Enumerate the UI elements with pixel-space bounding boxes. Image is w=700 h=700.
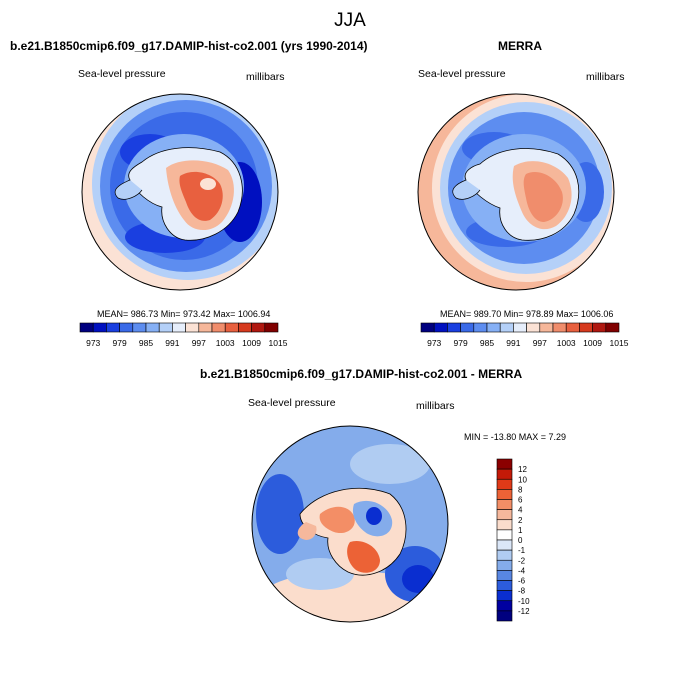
panel-3-colorbar-swatch (496, 600, 513, 612)
panel-1-colorbar: 973 979 985 991 997 1003 1009 1015 (79, 322, 288, 348)
panel-3-colorbar-tick-label: 1 (518, 526, 523, 535)
panel-2-colorbar-tick-label: 1009 (583, 338, 602, 348)
panel-2-stats: MEAN= 989.70 Min= 978.89 Max= 1006.06 (440, 309, 614, 319)
panel-3-colorbar-tick-label: 2 (518, 516, 523, 525)
panel-3-colorbar-tick-label: -2 (518, 556, 526, 565)
panel-1-colorbar-swatch (264, 322, 279, 333)
panel-1-colorbar-swatch (119, 322, 134, 333)
panel-1-colorbar-swatch (238, 322, 252, 333)
panel-2-variable-label: Sea-level pressure (418, 68, 506, 80)
panel-2-colorbar-swatch (433, 322, 448, 333)
panel-1-colorbar-swatch (106, 322, 120, 333)
panel-3-colorbar-swatch (496, 570, 513, 581)
panel-3-colorbar-swatch (496, 539, 513, 551)
panel-3-colorbar-tick-label: -10 (518, 597, 530, 606)
panel-1-colorbar-swatch (251, 322, 266, 333)
panel-2-units-label: millibars (586, 71, 625, 83)
panel-1-colorbar-tick-label: 985 (139, 338, 153, 348)
panel-1-colorbar-tick-label: 991 (165, 338, 179, 348)
panel-1-colorbar-tick-label: 1009 (242, 338, 261, 348)
panel-3-colorbar-swatch (496, 458, 513, 470)
panel-3-colorbar-swatch (496, 489, 513, 500)
panel-3-colorbar-swatch (496, 519, 513, 531)
panel-1-colorbar-swatch (211, 322, 226, 333)
panel-2-title: MERRA (498, 39, 542, 53)
panel-1-colorbar-swatch (92, 322, 107, 333)
panel-3-colorbar-swatch (496, 590, 513, 602)
panel-2-colorbar-tick-label: 997 (533, 338, 547, 348)
panel-2-colorbar-tick-label: 1015 (610, 338, 629, 348)
panel-2-colorbar: 973 979 985 991 997 1003 1009 1015 (420, 322, 629, 348)
panel-1-colorbar-swatch (158, 322, 173, 333)
panel-2-colorbar-tick-label: 985 (480, 338, 494, 348)
panel-3-colorbar-swatch (496, 478, 513, 490)
panel-2-colorbar-swatch (447, 322, 461, 333)
panel-1-stats: MEAN= 986.73 Min= 973.42 Max= 1006.94 (97, 309, 271, 319)
panel-2-colorbar-tick-label: 991 (506, 338, 520, 348)
panel-1-colorbar-swatch (224, 322, 239, 333)
panel-1-variable-label: Sea-level pressure (78, 68, 166, 80)
map-panel-3 (251, 425, 449, 623)
panel-1-colorbar-tick-label: 997 (192, 338, 206, 348)
panel-1-colorbar-swatch (132, 322, 147, 333)
panel-3-colorbar-tick-label: -8 (518, 587, 526, 596)
panel-2-colorbar-swatch (539, 322, 554, 333)
panel-2-colorbar-swatch (473, 322, 488, 333)
panel-1-colorbar-tick-label: 979 (113, 338, 127, 348)
panel-2-colorbar-swatch (460, 322, 475, 333)
panel-3-colorbar-swatch (496, 549, 513, 561)
panel-2-colorbar-swatch (605, 322, 620, 333)
panel-3-colorbar-swatch (496, 468, 513, 480)
panel-2-colorbar-swatch (513, 322, 527, 333)
panel-1-units-label: millibars (246, 71, 285, 83)
panel-3-colorbar-tick-label: 4 (518, 506, 523, 515)
panel-1-colorbar-swatch (79, 322, 94, 333)
panel-1-colorbar-swatch (198, 322, 213, 333)
panel-2-colorbar-tick-label: 1003 (557, 338, 576, 348)
page-title: JJA (334, 10, 366, 31)
panel-3-colorbar-tick-label: 8 (518, 485, 523, 494)
panel-3-units-label: millibars (416, 400, 455, 412)
panel-3-colorbar-swatch (496, 580, 513, 591)
panel-2-colorbar-swatch (486, 322, 501, 333)
panel-1-title: b.e21.B1850cmip6.f09_g17.DAMIP-hist-co2.… (10, 39, 368, 53)
panel-2-colorbar-swatch (420, 322, 435, 333)
panel-2-colorbar-swatch (579, 322, 593, 333)
panel-3-colorbar-swatch (496, 610, 513, 622)
panel-3-colorbar-swatch (496, 499, 513, 510)
panel-2-colorbar-swatch (526, 322, 541, 333)
panel-3-colorbar-tick-label: -1 (518, 546, 526, 555)
map-panel-1 (81, 93, 279, 291)
panel-1-colorbar-tick-label: 1015 (269, 338, 288, 348)
panel-3-colorbar-tick-label: 10 (518, 475, 527, 484)
panel-2-colorbar-swatch (592, 322, 607, 333)
panel-3-title: b.e21.B1850cmip6.f09_g17.DAMIP-hist-co2.… (200, 367, 523, 381)
panel-3-colorbar-tick-label: -12 (518, 607, 530, 616)
panel-1-colorbar-tick-label: 1003 (216, 338, 235, 348)
panel-1-colorbar-swatch (185, 322, 200, 333)
map-panel-2 (417, 93, 615, 291)
panel-3-colorbar-tick-label: -4 (518, 566, 526, 575)
panel-3-colorbar-tick-label: -6 (518, 577, 526, 586)
panel-2-colorbar-tick-label: 973 (427, 338, 441, 348)
panel-2-colorbar-tick-label: 979 (454, 338, 468, 348)
panel-3-stats: MIN = -13.80 MAX = 7.29 (464, 432, 567, 442)
panel-1-colorbar-tick-label: 973 (86, 338, 100, 348)
panel-3-colorbar-tick-label: 12 (518, 465, 527, 474)
panel-3-colorbar-tick-label: 6 (518, 496, 523, 505)
panel-3-colorbar-swatch (496, 529, 513, 541)
panel-3-colorbar-swatch (496, 509, 513, 521)
panel-1-colorbar-swatch (145, 322, 160, 333)
panel-3-variable-label: Sea-level pressure (248, 397, 336, 409)
panel-2-colorbar-swatch (499, 322, 514, 333)
panel-1-colorbar-swatch (172, 322, 186, 333)
panel-2-colorbar-swatch (565, 322, 580, 333)
panel-2-colorbar-swatch (552, 322, 567, 333)
panel-3-colorbar-swatch (496, 559, 513, 571)
panel-3-colorbar-tick-label: 0 (518, 536, 523, 545)
